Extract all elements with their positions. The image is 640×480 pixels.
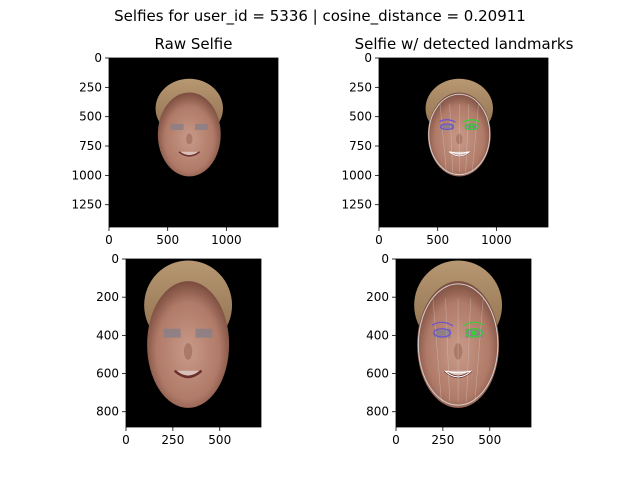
face-oval-landmarks: [428, 93, 491, 176]
nose: [183, 343, 193, 360]
y-tick-label: 0: [364, 51, 372, 65]
mouth: [173, 369, 203, 379]
y-tick-label: 1250: [341, 198, 372, 212]
right-eye-pixelated: [195, 328, 213, 338]
x-tick-label: 0: [105, 233, 113, 247]
figure-title: Selfies for user_id = 5336 | cosine_dist…: [114, 7, 526, 25]
left-eyebrow-landmarks: [431, 321, 454, 327]
panel-2: 0 500 1000 0 250 500 750 1000 1250: [341, 51, 549, 247]
landmarks-overlay: [428, 93, 491, 176]
right-eye-landmarks: [464, 123, 479, 131]
x-tick-label: 500: [156, 233, 179, 247]
face-image: [144, 260, 233, 408]
x-tick-label: 1000: [211, 233, 242, 247]
y-tick-label: 1000: [71, 168, 102, 182]
y-tick-label: 800: [96, 405, 119, 419]
y-tick-label: 0: [94, 51, 102, 65]
y-tick-label: 200: [366, 290, 389, 304]
y-tick-label: 600: [96, 367, 119, 381]
axes-frame: [125, 258, 262, 428]
y-tick-label: 800: [366, 405, 389, 419]
mesh-line: [449, 103, 454, 173]
mesh-line: [432, 298, 442, 402]
mouth-landmarks: [444, 370, 472, 378]
mesh-line: [474, 298, 484, 402]
right-eye-pixelated: [195, 123, 208, 130]
mesh-line: [466, 298, 471, 402]
y-tick-label: 400: [96, 328, 119, 342]
left-eye-landmarks: [433, 328, 452, 338]
right-iris-landmark: [471, 330, 477, 336]
x-tick-label: 0: [392, 433, 400, 447]
x-tick-label: 1000: [481, 233, 512, 247]
right-eyebrow-landmarks: [462, 321, 485, 327]
y-tick-label: 500: [349, 110, 372, 124]
x-tick-label: 250: [431, 433, 454, 447]
y-tick-label: 200: [96, 290, 119, 304]
x-tick-label: 250: [161, 433, 184, 447]
face-image: [155, 78, 223, 177]
right-iris-landmark: [469, 125, 473, 129]
nose: [186, 133, 193, 145]
right-eyebrow-landmarks: [462, 119, 480, 123]
mesh-line: [439, 103, 447, 173]
mouth: [178, 151, 201, 157]
mesh-line: [465, 103, 470, 173]
panel-4: 0 250 500 0 200 400 600 800: [366, 252, 532, 447]
axes-frame: [108, 57, 279, 228]
y-tick-label: 400: [366, 328, 389, 342]
left-eye-pixelated: [163, 328, 181, 338]
y-tick-label: 250: [349, 80, 372, 94]
y-tick-label: 750: [79, 139, 102, 153]
x-tick-label: 0: [375, 233, 383, 247]
right-eye-landmarks: [465, 328, 483, 338]
left-eye-pixelated: [440, 123, 454, 130]
left-eye-pixelated: [170, 123, 184, 130]
left-eye-landmarks: [440, 123, 455, 131]
y-tick-label: 0: [111, 252, 119, 266]
mouth-landmarks: [448, 151, 470, 157]
panel-3: 0 250 500 0 200 400 600 800: [96, 252, 262, 447]
landmarks-overlay: [417, 283, 499, 406]
y-tick-label: 0: [381, 252, 389, 266]
x-tick-label: 0: [122, 433, 130, 447]
axes-frame: [378, 57, 549, 228]
y-tick-label: 1000: [341, 168, 372, 182]
y-tick-label: 250: [79, 80, 102, 94]
face-oval-landmarks: [417, 283, 499, 406]
panel-2-title: Selfie w/ detected landmarks: [354, 35, 574, 53]
left-eyebrow-landmarks: [439, 119, 456, 123]
panel-1-title: Raw Selfie: [154, 35, 233, 53]
y-tick-label: 1250: [71, 198, 102, 212]
mesh-line: [445, 298, 450, 402]
y-tick-label: 600: [366, 367, 389, 381]
x-tick-label: 500: [426, 233, 449, 247]
x-tick-label: 500: [208, 433, 231, 447]
left-eye-pixelated: [433, 328, 451, 338]
y-tick-label: 500: [79, 110, 102, 124]
mesh-line: [471, 103, 479, 173]
axes-frame: [395, 258, 532, 428]
panel-1: 0 500 1000 0 250 500 750 1000 1250: [71, 51, 279, 247]
y-tick-label: 750: [349, 139, 372, 153]
x-tick-label: 500: [478, 433, 501, 447]
